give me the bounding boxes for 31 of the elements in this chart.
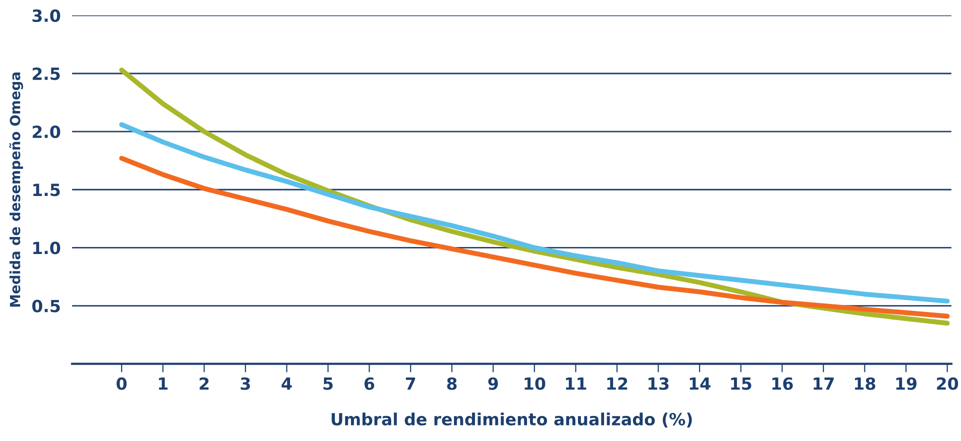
y-tick-label: 2.0 [32,126,60,138]
x-tick-label: 16 [772,377,793,390]
line-series [119,156,950,319]
y-tick-label: 1.0 [33,242,60,254]
x-tick-label: 10 [524,377,546,390]
line-series [119,122,950,304]
y-tick-label: 0.5 [32,300,60,312]
x-tick-label: 19 [896,377,917,390]
x-tick-label: 15 [731,378,752,390]
x-tick-label: 9 [488,377,498,390]
x-tick-label: 20 [936,377,958,390]
x-tick-label: 12 [607,377,628,390]
y-tick-label: 1.5 [33,184,60,196]
x-tick-label: 11 [566,378,586,390]
x-tick-label: 13 [648,377,669,390]
y-tick-label: 2.5 [32,67,60,80]
x-tick-label: 3 [240,377,250,390]
x-tick-label: 4 [282,378,292,390]
y-tick-label: 3.0 [32,9,60,22]
x-tick-label: 2 [200,377,209,390]
x-tick-label: 0 [116,377,127,390]
x-tick-label: 5 [324,378,333,390]
x-tick-label: 8 [447,377,457,390]
x-tick-label: 7 [406,378,416,390]
x-tick-label: 6 [364,377,374,390]
x-axis-title: Umbral de rendimiento anualizado (%) [332,412,692,428]
x-tick-label: 17 [814,378,834,390]
x-tick-label: 14 [690,378,710,390]
x-tick-label: 1 [158,378,168,390]
x-tick-label: 18 [854,377,876,390]
y-axis-title: Medida de desempeño Omega [9,72,24,307]
